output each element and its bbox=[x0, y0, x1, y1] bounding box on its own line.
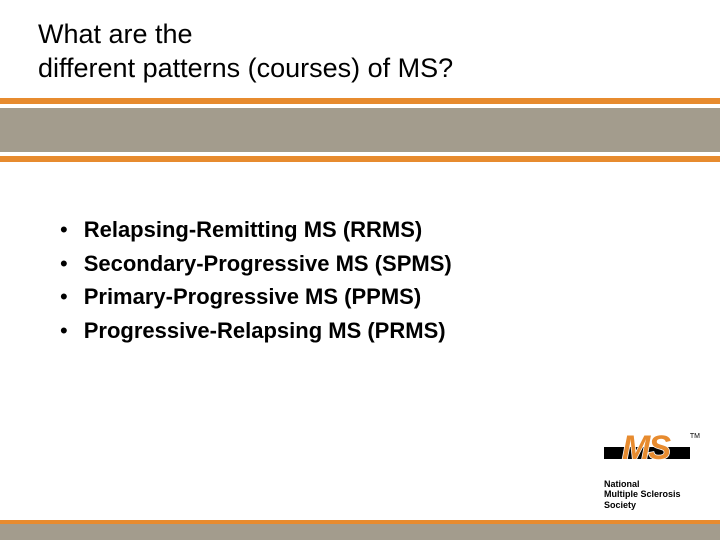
list-item: • Relapsing-Remitting MS (RRMS) bbox=[60, 215, 660, 245]
content-area: • Relapsing-Remitting MS (RRMS) • Second… bbox=[60, 215, 660, 350]
title-line-1: What are the bbox=[38, 19, 193, 49]
list-item: • Primary-Progressive MS (PPMS) bbox=[60, 282, 660, 312]
bullet-icon: • bbox=[60, 215, 68, 245]
logo-ms-text: MS bbox=[622, 429, 669, 468]
band-inner-stripe-top bbox=[0, 104, 720, 108]
slide-title: What are the different patterns (courses… bbox=[38, 18, 682, 86]
slide: What are the different patterns (courses… bbox=[0, 0, 720, 540]
footer-bar bbox=[0, 520, 720, 540]
logo-caption-line-2: Multiple Sclerosis bbox=[604, 489, 681, 499]
band-inner-stripe-bottom bbox=[0, 152, 720, 156]
bullet-list: • Relapsing-Remitting MS (RRMS) • Second… bbox=[60, 215, 660, 346]
logo-caption: National Multiple Sclerosis Society bbox=[604, 479, 681, 510]
bullet-icon: • bbox=[60, 282, 68, 312]
bullet-text: Relapsing-Remitting MS (RRMS) bbox=[84, 215, 423, 245]
header-band bbox=[0, 98, 720, 162]
bullet-text: Progressive-Relapsing MS (PRMS) bbox=[84, 316, 446, 346]
title-line-2: different patterns (courses) of MS? bbox=[38, 53, 453, 83]
list-item: • Secondary-Progressive MS (SPMS) bbox=[60, 249, 660, 279]
logo-area: MS TM National Multiple Sclerosis Societ… bbox=[604, 431, 690, 510]
logo-caption-line-3: Society bbox=[604, 500, 636, 510]
logo-caption-line-1: National bbox=[604, 479, 640, 489]
bullet-icon: • bbox=[60, 316, 68, 346]
logo-mark: MS TM bbox=[604, 431, 690, 473]
list-item: • Progressive-Relapsing MS (PRMS) bbox=[60, 316, 660, 346]
logo-tm-text: TM bbox=[690, 433, 700, 440]
bullet-text: Primary-Progressive MS (PPMS) bbox=[84, 282, 421, 312]
title-area: What are the different patterns (courses… bbox=[38, 18, 682, 86]
bullet-icon: • bbox=[60, 249, 68, 279]
bullet-text: Secondary-Progressive MS (SPMS) bbox=[84, 249, 452, 279]
